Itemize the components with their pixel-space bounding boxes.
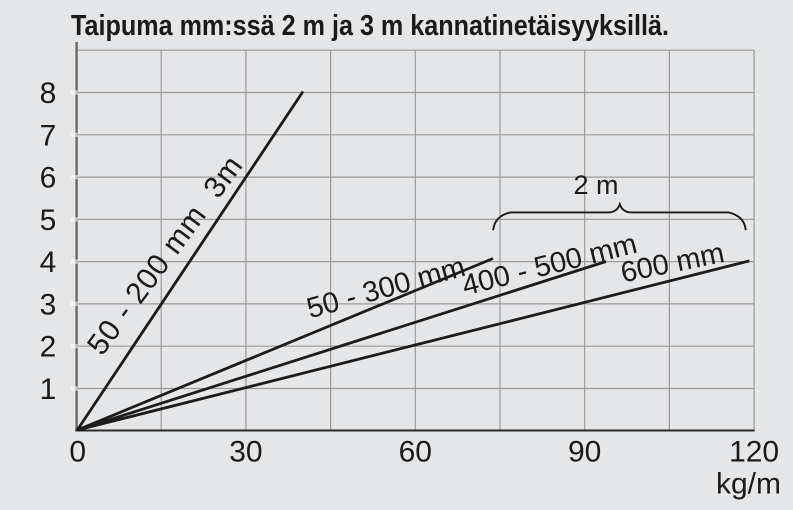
svg-text:30: 30 bbox=[229, 436, 262, 469]
svg-text:8: 8 bbox=[40, 77, 57, 110]
svg-text:Taipuma mm:ssä 2 m ja 3 m kann: Taipuma mm:ssä 2 m ja 3 m kannatinetäisy… bbox=[71, 10, 669, 42]
svg-text:6: 6 bbox=[40, 162, 57, 195]
svg-text:7: 7 bbox=[40, 119, 57, 152]
svg-text:2 m: 2 m bbox=[573, 170, 618, 200]
svg-text:4: 4 bbox=[40, 246, 57, 279]
svg-text:120: 120 bbox=[729, 436, 779, 469]
svg-text:2: 2 bbox=[40, 331, 57, 364]
svg-text:0: 0 bbox=[69, 436, 86, 469]
svg-text:3: 3 bbox=[40, 288, 57, 321]
svg-text:5: 5 bbox=[40, 204, 57, 237]
svg-text:kg/m: kg/m bbox=[716, 468, 781, 501]
svg-text:90: 90 bbox=[568, 436, 601, 469]
svg-text:1: 1 bbox=[40, 373, 57, 406]
svg-text:60: 60 bbox=[399, 436, 432, 469]
